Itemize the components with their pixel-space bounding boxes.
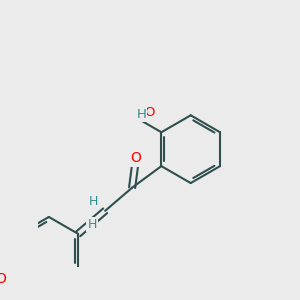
Text: O: O	[144, 106, 154, 119]
Text: O: O	[0, 272, 6, 286]
Text: H: H	[89, 195, 98, 208]
Text: H: H	[136, 108, 146, 121]
Text: H: H	[134, 106, 144, 119]
Text: H: H	[87, 218, 97, 231]
Text: O: O	[130, 152, 141, 165]
